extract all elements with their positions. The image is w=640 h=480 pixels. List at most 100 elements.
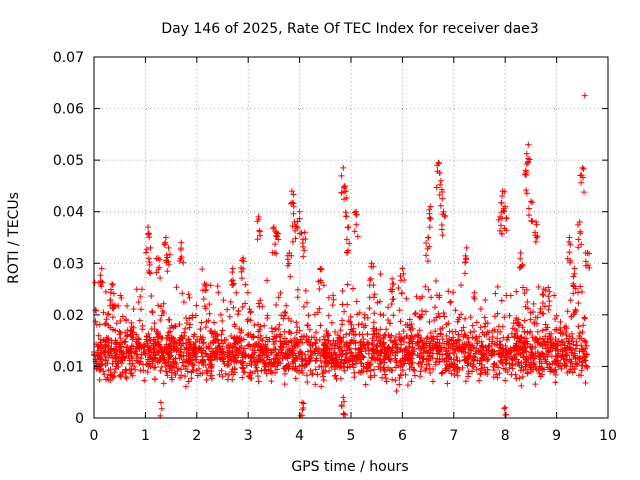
roti-point bbox=[122, 316, 129, 323]
roti-point bbox=[298, 333, 305, 340]
roti-point bbox=[341, 367, 348, 374]
roti-point bbox=[504, 349, 511, 356]
roti-point bbox=[203, 350, 210, 357]
roti-point bbox=[586, 264, 593, 271]
roti-point bbox=[503, 215, 510, 222]
roti-point bbox=[380, 312, 387, 319]
roti-point bbox=[416, 314, 423, 321]
roti-point bbox=[432, 361, 439, 368]
roti-point bbox=[180, 298, 187, 305]
roti-point bbox=[234, 311, 241, 318]
roti-point bbox=[320, 282, 327, 289]
roti-point bbox=[515, 322, 522, 329]
roti-point bbox=[495, 351, 502, 358]
roti-point bbox=[413, 293, 420, 300]
roti-point bbox=[262, 347, 269, 354]
roti-point bbox=[536, 370, 543, 377]
roti-point bbox=[226, 313, 233, 320]
roti-point bbox=[540, 292, 547, 299]
roti-point bbox=[455, 331, 462, 338]
roti-point bbox=[366, 294, 373, 301]
roti-point bbox=[317, 266, 324, 273]
roti-point bbox=[292, 375, 299, 382]
roti-point bbox=[451, 372, 458, 379]
roti-point bbox=[539, 327, 546, 334]
x-tick-label: 4 bbox=[295, 428, 304, 444]
roti-point bbox=[229, 376, 236, 383]
roti-point bbox=[383, 326, 390, 333]
roti-point bbox=[552, 379, 559, 386]
roti-point bbox=[507, 345, 514, 352]
roti-point bbox=[396, 330, 403, 337]
roti-point bbox=[183, 363, 190, 370]
roti-point bbox=[108, 346, 115, 353]
roti-point bbox=[558, 338, 565, 345]
roti-point bbox=[183, 320, 190, 326]
roti-point bbox=[404, 357, 411, 364]
roti-point bbox=[398, 357, 405, 364]
roti-point bbox=[186, 315, 193, 322]
roti-point bbox=[152, 375, 159, 382]
roti-point bbox=[198, 319, 205, 326]
roti-point bbox=[197, 326, 204, 333]
roti-point bbox=[165, 258, 172, 265]
roti-point bbox=[251, 359, 258, 366]
roti-point bbox=[325, 312, 332, 319]
roti-point bbox=[341, 308, 348, 315]
roti-point bbox=[320, 373, 327, 380]
roti-point bbox=[218, 331, 225, 338]
roti-point bbox=[579, 329, 586, 336]
roti-point bbox=[123, 302, 130, 309]
roti-point bbox=[320, 377, 327, 384]
roti-point bbox=[560, 355, 567, 362]
roti-point bbox=[477, 371, 484, 378]
roti-point bbox=[168, 340, 175, 347]
roti-point bbox=[371, 291, 378, 298]
roti-point bbox=[171, 339, 178, 346]
y-axis-label: ROTI / TECUs bbox=[6, 192, 22, 284]
roti-point bbox=[341, 188, 348, 195]
roti-point bbox=[157, 343, 164, 350]
roti-point bbox=[580, 322, 587, 329]
roti-point bbox=[254, 236, 261, 243]
roti-point bbox=[568, 330, 575, 337]
roti-point bbox=[157, 274, 164, 281]
roti-point bbox=[576, 330, 583, 337]
roti-point bbox=[420, 349, 427, 356]
roti-point bbox=[133, 345, 140, 352]
roti-point bbox=[513, 375, 520, 382]
roti-point bbox=[180, 259, 187, 266]
roti-point bbox=[325, 330, 332, 337]
roti-point bbox=[503, 292, 510, 299]
roti-point bbox=[154, 328, 161, 335]
roti-point bbox=[154, 359, 161, 366]
roti-point bbox=[578, 335, 585, 342]
roti-point bbox=[351, 209, 358, 216]
roti-point bbox=[423, 361, 430, 368]
roti-point bbox=[355, 355, 362, 362]
roti-point bbox=[157, 316, 164, 323]
roti-point bbox=[491, 366, 498, 373]
roti-point bbox=[125, 348, 132, 355]
roti-point bbox=[240, 266, 247, 273]
roti-point bbox=[104, 311, 111, 318]
roti-point bbox=[206, 361, 213, 368]
roti-point bbox=[263, 334, 270, 341]
roti-point bbox=[439, 325, 446, 332]
roti-point bbox=[445, 288, 452, 295]
roti-point bbox=[321, 349, 328, 356]
roti-point bbox=[234, 339, 241, 346]
roti-point bbox=[476, 377, 483, 384]
roti-point bbox=[268, 359, 275, 366]
roti-point bbox=[214, 336, 221, 343]
roti-point bbox=[292, 227, 299, 234]
roti-point bbox=[97, 279, 104, 286]
roti-point bbox=[552, 353, 559, 360]
roti-point bbox=[289, 351, 296, 358]
roti-point bbox=[317, 351, 324, 358]
roti-point bbox=[417, 368, 424, 375]
roti-point bbox=[302, 357, 309, 364]
roti-point bbox=[155, 266, 162, 273]
roti-point bbox=[523, 150, 530, 157]
roti-point bbox=[461, 331, 468, 338]
